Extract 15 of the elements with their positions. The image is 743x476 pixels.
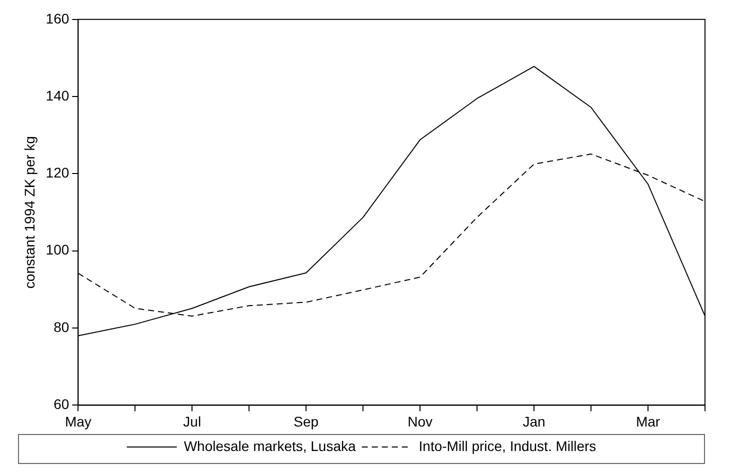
y-axis-title: constant 1994 ZK per kg — [21, 136, 38, 289]
legend-label: Into-Mill price, Indust. Millers — [418, 438, 596, 454]
x-tick-label: Sep — [294, 413, 319, 430]
legend-label: Wholesale markets, Lusaka — [184, 438, 356, 454]
y-tick-label: 60 — [54, 396, 70, 412]
x-tick-label: May — [64, 413, 92, 430]
x-tick-label: Nov — [408, 413, 433, 430]
x-tick-label: Jan — [522, 413, 546, 430]
y-tick-label: 100 — [46, 242, 70, 258]
y-tick-label: 80 — [54, 318, 70, 335]
x-tick-label: Mar — [636, 413, 660, 430]
y-tick-label: 140 — [46, 87, 70, 104]
y-tick-label: 160 — [46, 10, 70, 26]
y-tick-label: 120 — [46, 164, 70, 181]
x-tick-label: Jul — [183, 413, 202, 430]
